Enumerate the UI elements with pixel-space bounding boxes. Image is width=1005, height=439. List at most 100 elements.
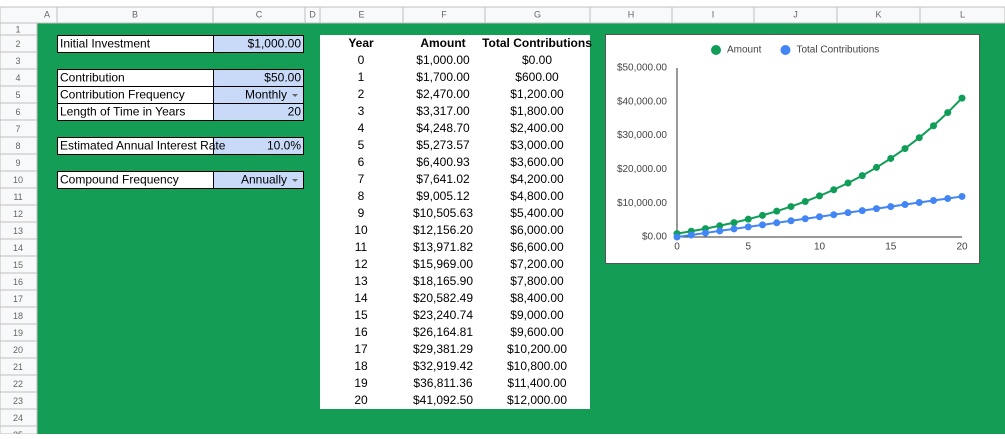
table-cell: 2 bbox=[358, 87, 365, 101]
table-cell: $32,919.42 bbox=[413, 359, 473, 373]
table-cell: $10,200.00 bbox=[507, 342, 567, 356]
table-cell: 0 bbox=[358, 53, 365, 67]
table-cell: 20 bbox=[354, 393, 368, 407]
row-header: 20 bbox=[13, 345, 23, 355]
data-point bbox=[901, 145, 909, 153]
row-header: 1 bbox=[15, 24, 20, 34]
table-cell: $1,800.00 bbox=[510, 104, 564, 118]
table-header: Year bbox=[348, 36, 374, 50]
row-header-band bbox=[0, 22, 38, 435]
table-cell: $9,600.00 bbox=[510, 325, 564, 339]
table-cell: $0.00 bbox=[522, 53, 552, 67]
table-cell: 15 bbox=[354, 308, 368, 322]
table-cell: $5,400.00 bbox=[510, 206, 564, 220]
column-header: K bbox=[875, 9, 881, 19]
data-point bbox=[730, 219, 738, 227]
data-point bbox=[873, 205, 880, 213]
table-cell: 10 bbox=[354, 223, 368, 237]
table-cell: $7,800.00 bbox=[510, 274, 564, 288]
dropdown-arrow[interactable] bbox=[292, 94, 298, 97]
x-tick-label: 15 bbox=[885, 242, 897, 253]
table-cell: 8 bbox=[358, 189, 365, 203]
table-cell: $3,000.00 bbox=[510, 138, 564, 152]
row-header: 6 bbox=[15, 107, 20, 117]
table-cell: $29,381.29 bbox=[413, 342, 473, 356]
column-header: I bbox=[712, 9, 715, 19]
table-cell: $6,400.93 bbox=[416, 155, 470, 169]
data-point bbox=[816, 192, 823, 200]
data-point bbox=[744, 223, 752, 231]
data-point bbox=[816, 213, 823, 221]
table-cell: 5 bbox=[358, 138, 365, 152]
table-cell: $2,470.00 bbox=[416, 87, 470, 101]
table-cell: $13,971.82 bbox=[413, 240, 473, 254]
legend-marker bbox=[711, 45, 721, 55]
table-cell: $4,200.00 bbox=[510, 172, 564, 186]
row-header: 18 bbox=[13, 311, 23, 321]
row-header: 24 bbox=[13, 413, 23, 423]
data-point bbox=[759, 211, 766, 219]
legend-label: Amount bbox=[727, 45, 762, 56]
table-cell: 12 bbox=[354, 257, 368, 271]
data-point bbox=[958, 192, 966, 200]
table-cell: $8,400.00 bbox=[510, 291, 564, 305]
column-header: B bbox=[132, 9, 138, 19]
column-header: C bbox=[256, 9, 263, 19]
table-cell: $7,200.00 bbox=[510, 257, 564, 271]
data-point bbox=[702, 229, 709, 237]
data-point bbox=[887, 203, 895, 211]
table-cell: $41,092.50 bbox=[413, 393, 473, 407]
column-header: F bbox=[441, 9, 447, 19]
data-point bbox=[930, 196, 937, 204]
table-cell: $600.00 bbox=[515, 70, 559, 84]
data-point bbox=[744, 215, 752, 223]
data-point bbox=[773, 219, 781, 227]
table-header: Total Contributions bbox=[482, 36, 592, 50]
input-label: Estimated Annual Interest Rate bbox=[60, 139, 226, 153]
row-header: 17 bbox=[13, 294, 23, 304]
table-cell: 4 bbox=[358, 121, 365, 135]
legend-marker bbox=[780, 45, 791, 55]
table-cell: $3,600.00 bbox=[510, 155, 564, 169]
input-value-cell bbox=[213, 137, 304, 155]
input-value: $1,000.00 bbox=[248, 37, 302, 51]
table-cell: $36,811.36 bbox=[413, 376, 472, 390]
table-cell: 16 bbox=[354, 325, 368, 339]
table-cell: $4,800.00 bbox=[510, 189, 564, 203]
row-header: 21 bbox=[13, 362, 23, 372]
data-point bbox=[730, 225, 738, 233]
table-cell: 9 bbox=[358, 206, 365, 220]
row-header: 16 bbox=[13, 277, 23, 287]
y-tick-label: $20,000.00 bbox=[617, 164, 667, 175]
table-background bbox=[320, 35, 590, 409]
column-header: A bbox=[44, 9, 50, 19]
data-point bbox=[801, 197, 809, 205]
row-header: 13 bbox=[13, 226, 23, 236]
table-cell: 1 bbox=[358, 70, 365, 84]
row-header: 5 bbox=[15, 90, 20, 100]
row-header: 9 bbox=[15, 158, 20, 168]
column-header: H bbox=[628, 9, 635, 19]
legend-label: Total Contributions bbox=[796, 45, 879, 56]
table-cell: 6 bbox=[358, 155, 365, 169]
data-point bbox=[787, 203, 795, 211]
table-cell: $9,005.12 bbox=[416, 189, 470, 203]
data-point bbox=[915, 134, 923, 142]
row-header: 4 bbox=[15, 73, 20, 83]
input-label: Contribution Frequency bbox=[60, 88, 185, 102]
input-value: Monthly bbox=[245, 88, 287, 102]
x-tick-label: 10 bbox=[814, 242, 826, 253]
row-header: 12 bbox=[13, 209, 23, 219]
dropdown-arrow[interactable] bbox=[292, 179, 298, 182]
table-cell: 18 bbox=[354, 359, 368, 373]
row-header: 25 bbox=[13, 430, 23, 434]
input-value: Annually bbox=[241, 173, 287, 187]
table-cell: $9,000.00 bbox=[510, 308, 564, 322]
data-point bbox=[858, 172, 866, 180]
table-cell: $1,000.00 bbox=[416, 53, 470, 67]
data-point bbox=[858, 207, 866, 215]
data-point bbox=[830, 211, 838, 219]
table-cell: $7,641.02 bbox=[416, 172, 470, 186]
